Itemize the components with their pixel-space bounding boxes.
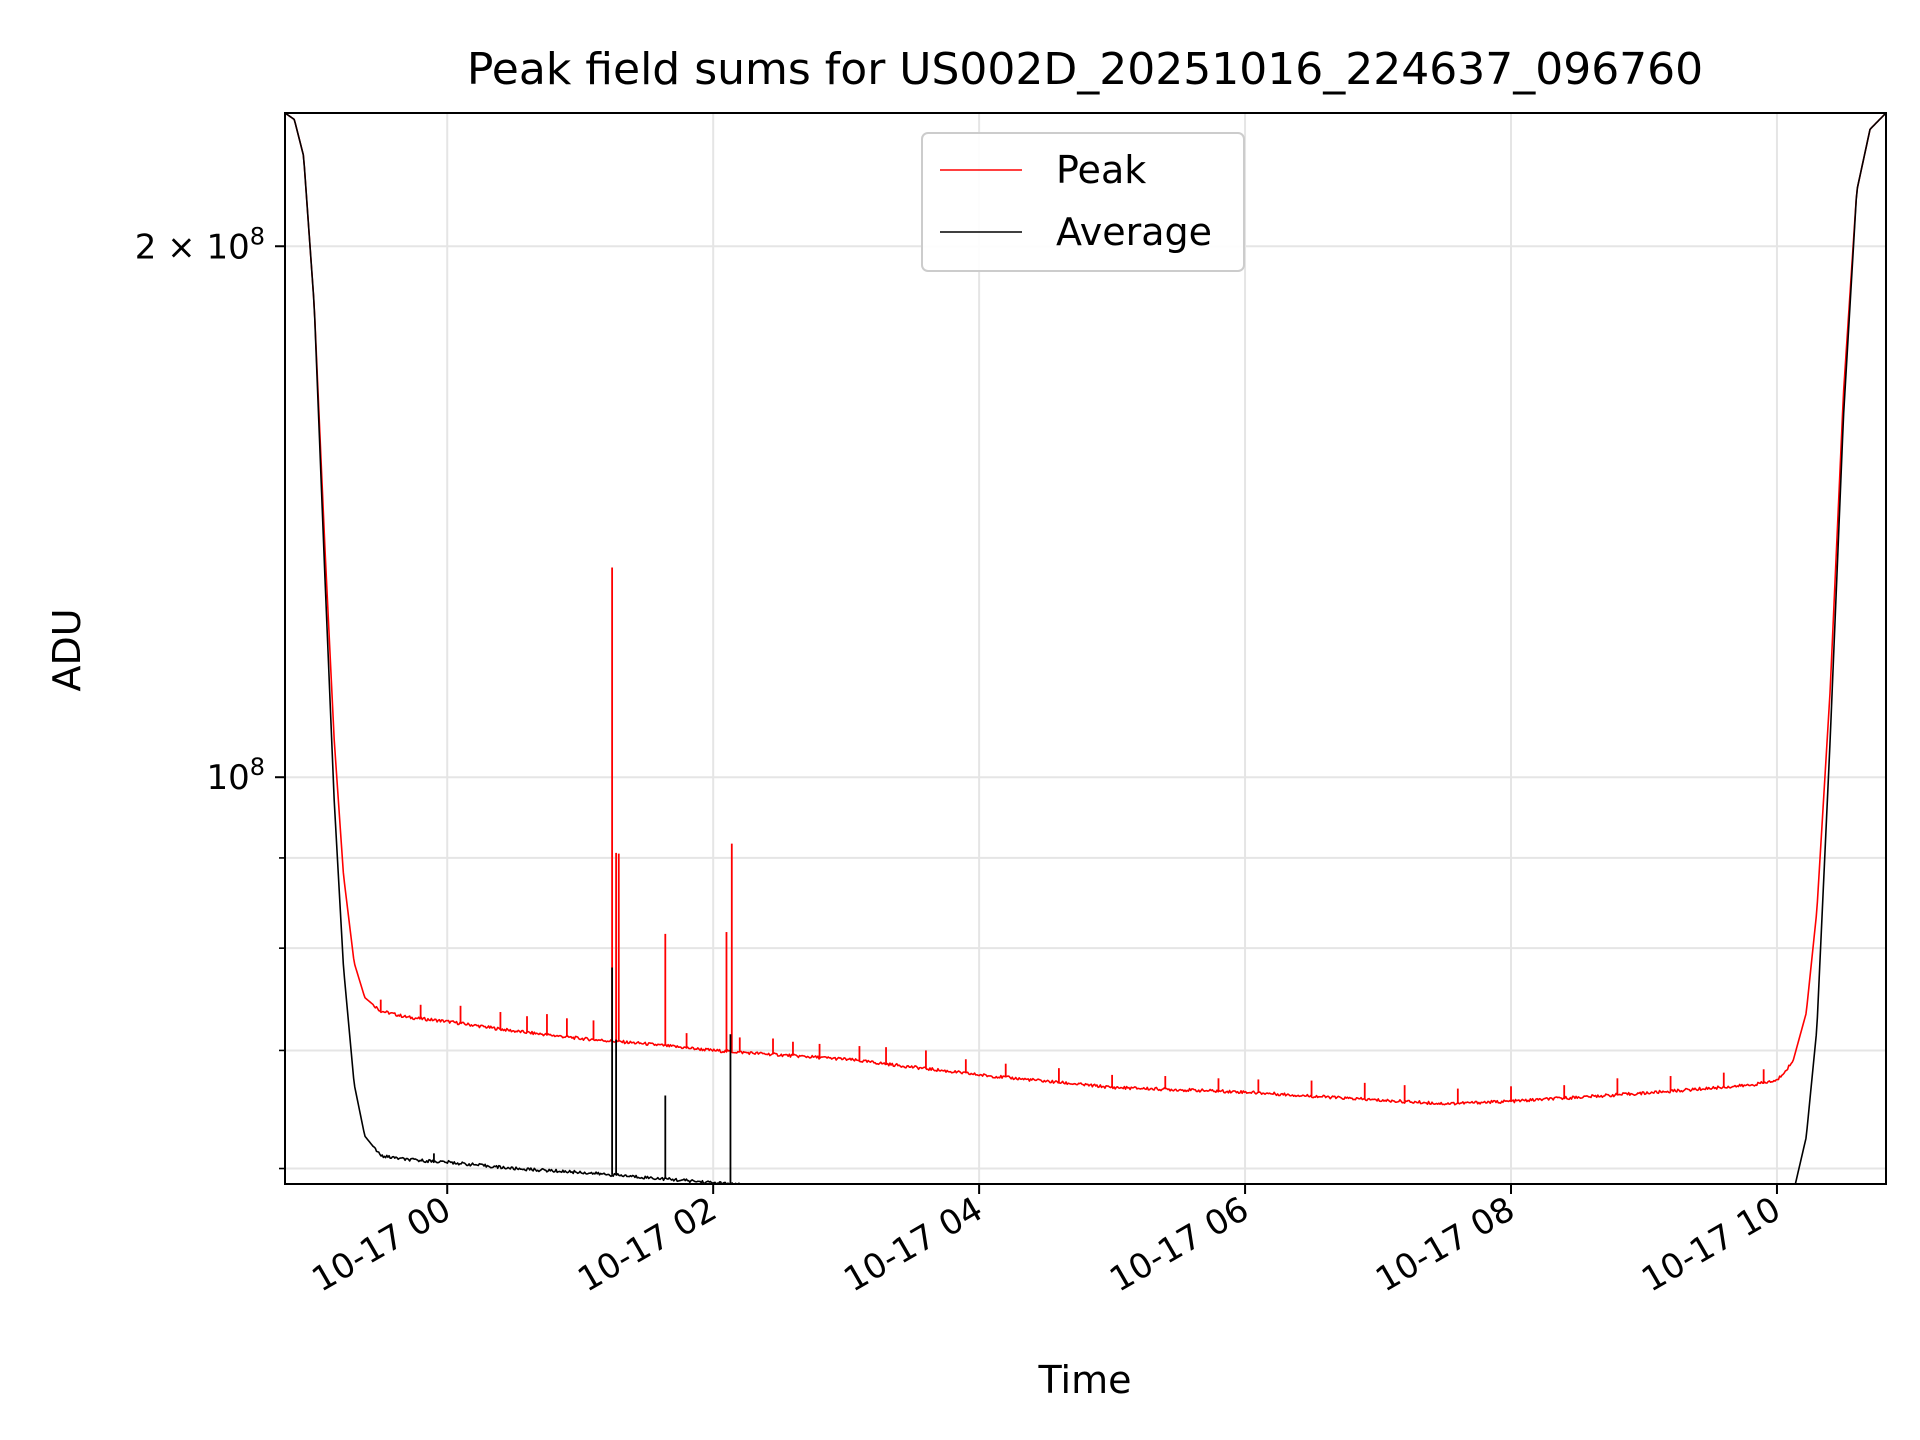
x-axis-label: Time [1038, 1358, 1132, 1402]
legend-label-peak: Peak [1056, 148, 1146, 192]
series-line-peak [285, 113, 1886, 1106]
plot-frame [284, 112, 1887, 1185]
legend-box [921, 132, 1245, 272]
y-tick-label: 2 × 108 [135, 222, 265, 267]
y-axis-label: ADU [45, 608, 89, 691]
legend-label-average: Average [1056, 210, 1212, 254]
grid [285, 113, 1886, 1184]
legend: Peak Average [921, 132, 1245, 272]
plot-area-background [285, 113, 1886, 1184]
series-line-average [285, 113, 1886, 1184]
series-group [285, 113, 1886, 1184]
chart-title: Peak field sums for US002D_20251016_2246… [467, 44, 1703, 95]
y-tick-label: 108 [206, 753, 265, 798]
